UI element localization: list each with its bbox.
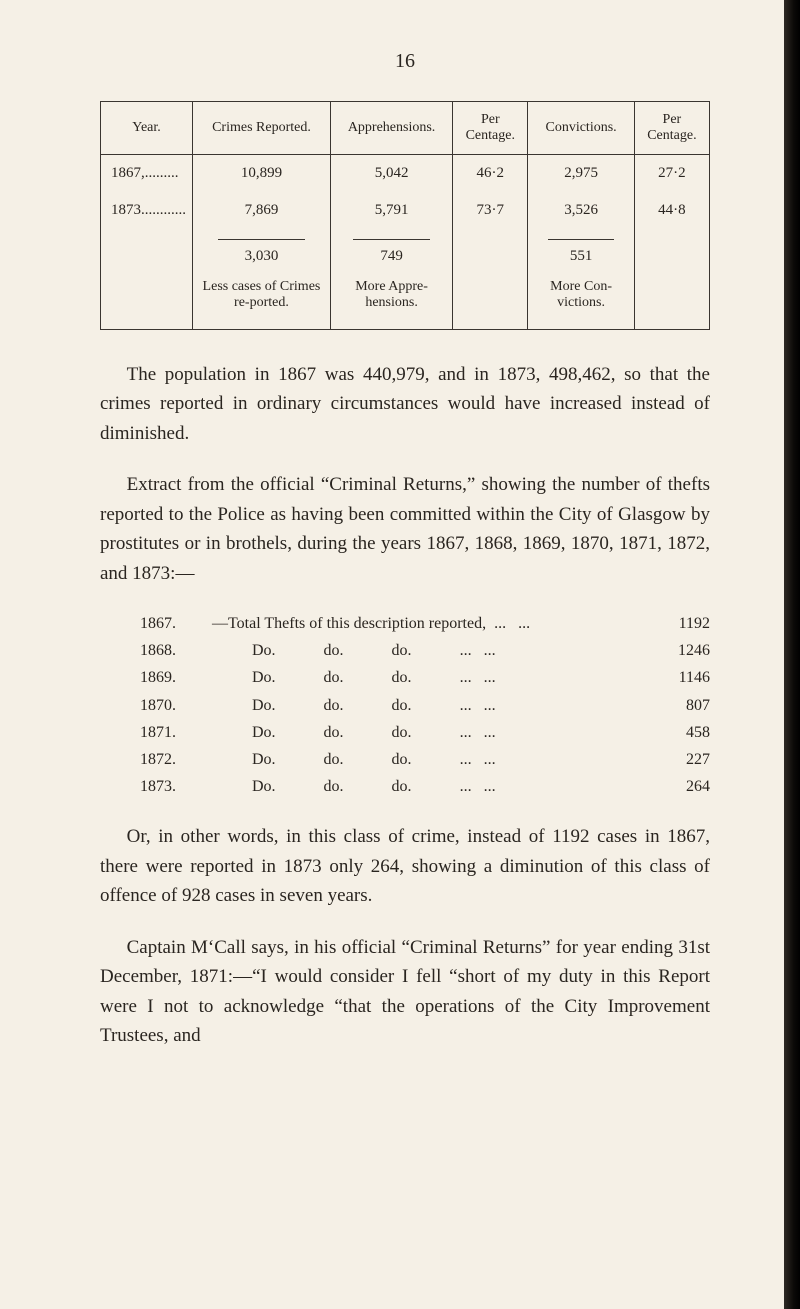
document-page: 16 Year. Crimes Reported. Apprehensions.… <box>0 0 800 1309</box>
theft-desc: Do. do. do. ... ... <box>212 773 640 800</box>
theft-desc: Do. do. do. ... ... <box>212 692 640 719</box>
cell-perc1: 46·2 <box>453 155 528 193</box>
theft-year: 1869. <box>140 664 212 691</box>
paragraph-mcall: Captain M‘Call says, in his official “Cr… <box>100 933 710 1051</box>
note-conv: More Con-victions. <box>528 275 634 330</box>
thefts-row: 1873. Do. do. do. ... ... 264 <box>140 773 710 800</box>
theft-num: 1246 <box>640 637 710 664</box>
col-convictions: Convictions. <box>528 102 634 155</box>
thefts-row: 1870. Do. do. do. ... ... 807 <box>140 692 710 719</box>
paragraph-extract: Extract from the official “Criminal Retu… <box>100 470 710 588</box>
cell-perc2: 44·8 <box>634 192 709 229</box>
cell-perc1: 73·7 <box>453 192 528 229</box>
notes-row: Less cases of Crimes re-ported. More App… <box>101 275 710 330</box>
theft-desc: Do. do. do. ... ... <box>212 664 640 691</box>
cell-year: 1867,......... <box>101 155 193 193</box>
theft-year: 1868. <box>140 637 212 664</box>
theft-num: 807 <box>640 692 710 719</box>
page-binding-edge <box>784 0 800 1309</box>
theft-num: 458 <box>640 719 710 746</box>
cell-year: 1873............ <box>101 192 193 229</box>
theft-desc: Do. do. do. ... ... <box>212 719 640 746</box>
thefts-row: 1868. Do. do. do. ... ... 1246 <box>140 637 710 664</box>
theft-num: 227 <box>640 746 710 773</box>
crimes-table: Year. Crimes Reported. Apprehensions. Pe… <box>100 101 710 330</box>
theft-num: 1192 <box>640 610 710 637</box>
theft-desc: Do. do. do. ... ... <box>212 746 640 773</box>
table-row: 1873............ 7,869 5,791 73·7 3,526 … <box>101 192 710 229</box>
cell-appr: 5,042 <box>330 155 452 193</box>
total-crimes: 3,030 <box>193 229 331 275</box>
totals-row: 3,030 749 551 <box>101 229 710 275</box>
cell-crimes: 7,869 <box>193 192 331 229</box>
theft-num: 1146 <box>640 664 710 691</box>
theft-year: 1872. <box>140 746 212 773</box>
table-header-row: Year. Crimes Reported. Apprehensions. Pe… <box>101 102 710 155</box>
paragraph-population: The population in 1867 was 440,979, and … <box>100 360 710 448</box>
total-appr: 749 <box>330 229 452 275</box>
thefts-row: 1867. —Total Thefts of this description … <box>140 610 710 637</box>
col-year: Year. <box>101 102 193 155</box>
total-conv: 551 <box>528 229 634 275</box>
cell-conv: 2,975 <box>528 155 634 193</box>
page-number: 16 <box>100 50 710 73</box>
theft-desc: —Total Thefts of this description report… <box>212 610 640 637</box>
cell-crimes: 10,899 <box>193 155 331 193</box>
cell-perc2: 27·2 <box>634 155 709 193</box>
table-row: 1867,......... 10,899 5,042 46·2 2,975 2… <box>101 155 710 193</box>
cell-appr: 5,791 <box>330 192 452 229</box>
theft-num: 264 <box>640 773 710 800</box>
thefts-row: 1872. Do. do. do. ... ... 227 <box>140 746 710 773</box>
theft-year: 1871. <box>140 719 212 746</box>
thefts-row: 1871. Do. do. do. ... ... 458 <box>140 719 710 746</box>
col-percentage-1: Per Centage. <box>453 102 528 155</box>
cell-conv: 3,526 <box>528 192 634 229</box>
theft-year: 1870. <box>140 692 212 719</box>
note-appr: More Appre-hensions. <box>330 275 452 330</box>
paragraph-summary: Or, in other words, in this class of cri… <box>100 822 710 910</box>
col-apprehensions: Apprehensions. <box>330 102 452 155</box>
note-crimes: Less cases of Crimes re-ported. <box>193 275 331 330</box>
theft-year: 1867. <box>140 610 212 637</box>
thefts-row: 1869. Do. do. do. ... ... 1146 <box>140 664 710 691</box>
theft-desc: Do. do. do. ... ... <box>212 637 640 664</box>
theft-year: 1873. <box>140 773 212 800</box>
col-percentage-2: Per Centage. <box>634 102 709 155</box>
col-crimes: Crimes Reported. <box>193 102 331 155</box>
thefts-list: 1867. —Total Thefts of this description … <box>140 610 710 800</box>
